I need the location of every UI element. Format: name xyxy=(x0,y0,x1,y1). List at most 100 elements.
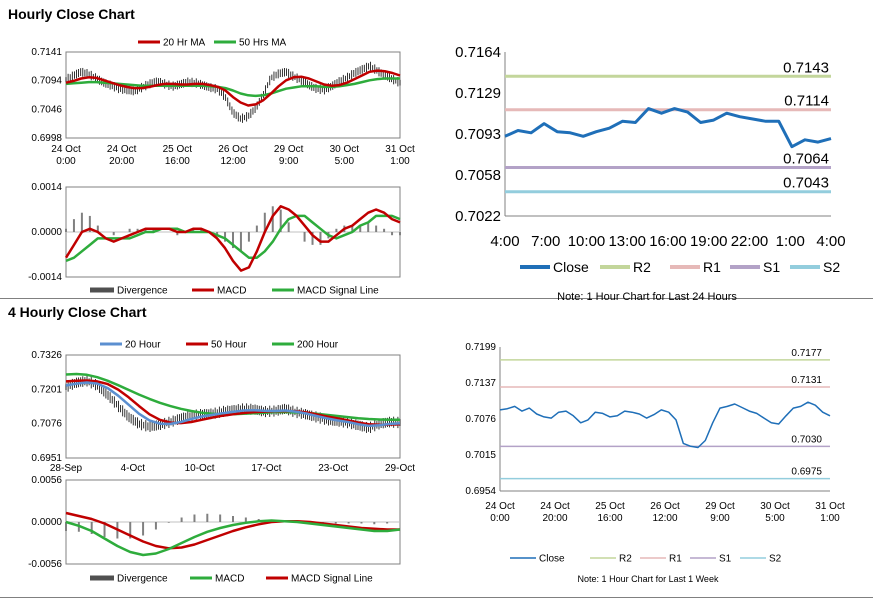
weekly-pivots-x-tick: 24 Oct xyxy=(485,501,515,512)
weekly-pivots-x-tick: 29 Oct xyxy=(705,501,735,512)
four-hourly-price-y-tick: 0.7076 xyxy=(31,419,62,430)
weekly-pivots-x-tick: 5:00 xyxy=(765,513,785,524)
weekly-pivots-x-tick: 12:00 xyxy=(652,513,677,524)
hourly-price-x-tick: 0:00 xyxy=(56,156,76,167)
hourly-pivots-x-tick: 13:00 xyxy=(608,233,646,250)
four-hourly-price-x-tick: 28-Sep xyxy=(50,463,83,474)
hourly-legend-ma20-label: 20 Hr MA xyxy=(163,38,206,49)
hourly-pivots-y-tick: 0.7058 xyxy=(455,167,501,184)
four-hourly-price-y-tick: 0.6951 xyxy=(31,453,62,464)
hourly-pivots-x-tick: 19:00 xyxy=(690,233,728,250)
weekly-pivots-y-tick: 0.7199 xyxy=(465,342,496,353)
hourly-pivots-y-tick: 0.7164 xyxy=(455,44,501,61)
weekly-pivots-x-tick: 20:00 xyxy=(542,513,567,524)
four-hourly-legend-signal-label: MACD Signal Line xyxy=(291,574,373,585)
four-hourly-legend-ma200-label: 200 Hour xyxy=(297,340,339,351)
hourly-price-y-tick: 0.6998 xyxy=(31,133,62,144)
four-hourly-price-y-tick: 0.7326 xyxy=(31,350,62,361)
hourly-macd-line xyxy=(64,205,401,272)
weekly-close-line xyxy=(499,401,831,449)
hourly-level-r1-label: 0.7114 xyxy=(784,93,829,110)
hourly-pivots-x-tick: 10:00 xyxy=(568,233,606,250)
hourly-price-plot-area xyxy=(65,51,401,139)
four-hourly-macd-y-tick: -0.0056 xyxy=(28,559,62,570)
hourly-macd-y-tick: 0.0014 xyxy=(31,182,62,193)
four-hourly-price-plot-area xyxy=(65,354,401,459)
weekly-level-s2-label: 0.6975 xyxy=(791,467,822,478)
four-hourly-price-x-tick: 17-Oct xyxy=(251,463,281,474)
weekly-pivots-legend-s2-label: S2 xyxy=(769,554,782,565)
weekly-pivots-legend-r1-label: R1 xyxy=(669,554,682,565)
hourly-pivots-note: Note: 1 Hour Chart for Last 24 Hours xyxy=(557,291,737,303)
hourly-price-x-tick: 9:00 xyxy=(279,156,299,167)
weekly-pivots-x-tick: 9:00 xyxy=(710,513,730,524)
hourly-legend-ma50-label: 50 Hrs MA xyxy=(239,38,287,49)
weekly-level-r2-label: 0.7177 xyxy=(791,348,822,359)
weekly-pivots-x-tick: 1:00 xyxy=(820,513,840,524)
weekly-pivots-x-tick: 0:00 xyxy=(490,513,510,524)
weekly-level-r1-label: 0.7131 xyxy=(791,375,822,386)
four-hourly-legend-divergence-label: Divergence xyxy=(117,574,168,585)
four-hourly-macd-y-tick: 0.0000 xyxy=(31,517,62,528)
weekly-pivots-x-tick: 31 Oct xyxy=(815,501,845,512)
hourly-pivots-x-tick: 22:00 xyxy=(731,233,769,250)
four-hourly-legend-macd-label: MACD xyxy=(215,574,244,585)
hourly-price-y-tick: 0.7141 xyxy=(31,47,62,58)
hourly-section-title: Hourly Close Chart xyxy=(8,6,135,22)
section-divider-top xyxy=(0,298,873,299)
four-hourly-legend-ma50-label: 50 Hour xyxy=(211,340,247,351)
hourly-level-s2-label: 0.7043 xyxy=(783,175,829,192)
hourly-price-x-tick: 16:00 xyxy=(165,156,190,167)
hourly-close-line xyxy=(504,107,832,149)
section-divider-bottom xyxy=(0,597,873,598)
hourly-pivots-x-tick: 4:00 xyxy=(816,233,845,250)
weekly-pivots-y-tick: 0.7015 xyxy=(465,450,496,461)
hourly-pivots-legend-s1-label: S1 xyxy=(763,259,780,275)
hourly-pivots-x-tick: 16:00 xyxy=(649,233,687,250)
hourly-price-x-tick: 31 Oct xyxy=(385,144,415,155)
hourly-pivots-x-tick: 7:00 xyxy=(531,233,560,250)
weekly-pivots-x-tick: 24 Oct xyxy=(540,501,570,512)
hourly-pivots-y-tick: 0.7129 xyxy=(455,85,501,102)
hourly-ma50-line xyxy=(65,77,400,98)
hourly-price-x-tick: 12:00 xyxy=(220,156,245,167)
four-hourly-price-x-tick: 23-Oct xyxy=(318,463,348,474)
weekly-pivots-x-tick: 30 Oct xyxy=(760,501,790,512)
hourly-price-x-tick: 1:00 xyxy=(390,156,410,167)
weekly-pivots-legend-r2-label: R2 xyxy=(619,554,632,565)
hourly-price-x-tick: 29 Oct xyxy=(274,144,304,155)
hourly-price-y-tick: 0.7046 xyxy=(31,104,62,115)
hourly-ma20-line xyxy=(65,69,401,107)
weekly-pivots-legend-close-label: Close xyxy=(539,554,565,565)
hourly-pivots-legend-r1-label: R1 xyxy=(703,259,721,275)
hourly-legend-macd-label: MACD xyxy=(217,286,246,297)
four-hourly-legend-ma20-label: 20 Hour xyxy=(125,340,161,351)
hourly-level-r2-label: 0.7143 xyxy=(783,59,829,76)
four-hourly-price-x-tick: 29-Oct xyxy=(385,463,415,474)
hourly-macd-y-tick: -0.0014 xyxy=(28,272,62,283)
hourly-pivots-legend-close-label: Close xyxy=(553,259,589,275)
weekly-pivots-legend-s1-label: S1 xyxy=(719,554,732,565)
hourly-price-x-tick: 30 Oct xyxy=(330,144,360,155)
weekly-pivots-x-tick: 26 Oct xyxy=(650,501,680,512)
hourly-legend-divergence-label: Divergence xyxy=(117,286,168,297)
hourly-pivots-legend-r2-label: R2 xyxy=(633,259,651,275)
hourly-level-s1-label: 0.7064 xyxy=(783,150,829,167)
four-hourly-macd-y-tick: 0.0056 xyxy=(31,475,62,486)
hourly-price-x-tick: 24 Oct xyxy=(51,144,81,155)
hourly-pivots-legend-s2-label: S2 xyxy=(823,259,840,275)
weekly-pivots-y-tick: 0.7076 xyxy=(465,414,496,425)
four-hourly-ma20-line xyxy=(65,381,401,428)
hourly-price-x-tick: 26 Oct xyxy=(218,144,248,155)
hourly-price-y-tick: 0.7094 xyxy=(31,76,62,87)
hourly-macd-y-tick: 0.0000 xyxy=(31,227,62,238)
hourly-price-x-tick: 25 Oct xyxy=(163,144,193,155)
four-hourly-price-x-tick: 4-Oct xyxy=(121,463,146,474)
four-hourly-ma50-line xyxy=(65,379,401,427)
hourly-pivots-x-tick: 1:00 xyxy=(776,233,805,250)
four-hourly-price-x-tick: 10-Oct xyxy=(185,463,215,474)
weekly-pivots-note: Note: 1 Hour Chart for Last 1 Week xyxy=(578,574,719,584)
hourly-price-x-tick: 24 Oct xyxy=(107,144,137,155)
weekly-pivots-x-tick: 25 Oct xyxy=(595,501,625,512)
